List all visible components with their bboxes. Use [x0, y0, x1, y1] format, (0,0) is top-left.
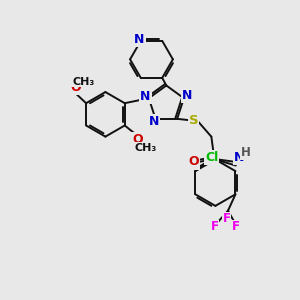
- Text: N: N: [149, 115, 159, 128]
- Text: H: H: [241, 146, 251, 159]
- Text: N: N: [134, 33, 145, 46]
- Text: O: O: [188, 155, 199, 168]
- Text: Cl: Cl: [205, 151, 218, 164]
- Text: CH₃: CH₃: [134, 143, 157, 153]
- Text: F: F: [211, 220, 219, 233]
- Text: F: F: [232, 220, 240, 233]
- Text: F: F: [223, 212, 230, 226]
- Text: N: N: [182, 89, 193, 102]
- Text: CH₃: CH₃: [72, 77, 94, 87]
- Text: N: N: [234, 151, 244, 164]
- Text: O: O: [71, 81, 81, 94]
- Text: O: O: [132, 133, 143, 146]
- Text: N: N: [140, 90, 150, 103]
- Text: S: S: [189, 114, 198, 127]
